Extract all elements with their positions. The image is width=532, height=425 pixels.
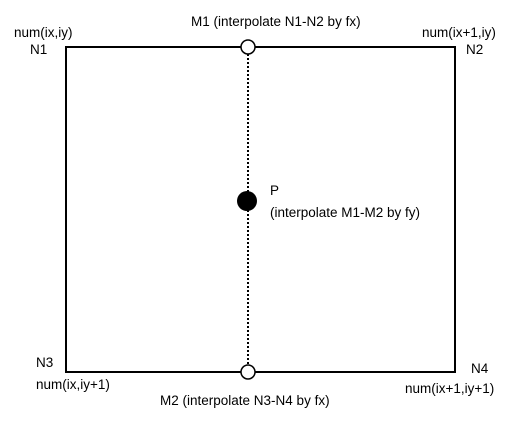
p-description: (interpolate M1-M2 by fy) [270, 205, 420, 220]
n4-num-label: num(ix+1,iy+1) [405, 381, 494, 396]
m1-point [240, 39, 256, 55]
n4-label: N4 [471, 361, 489, 376]
p-label: P [270, 183, 279, 198]
n2-label: N2 [466, 42, 483, 57]
n2-num-label: num(ix+1,iy) [422, 25, 496, 40]
n1-label: N1 [30, 42, 47, 57]
n3-label: N3 [36, 355, 53, 370]
m2-label: M2 (interpolate N3-N4 by fx) [160, 393, 330, 408]
p-point [237, 191, 257, 211]
n1-num-label: num(ix,iy) [14, 25, 73, 40]
grid-cell [65, 46, 456, 373]
m1-label: M1 (interpolate N1-N2 by fx) [191, 14, 361, 29]
m2-point [240, 364, 256, 380]
n3-num-label: num(ix,iy+1) [36, 377, 110, 392]
